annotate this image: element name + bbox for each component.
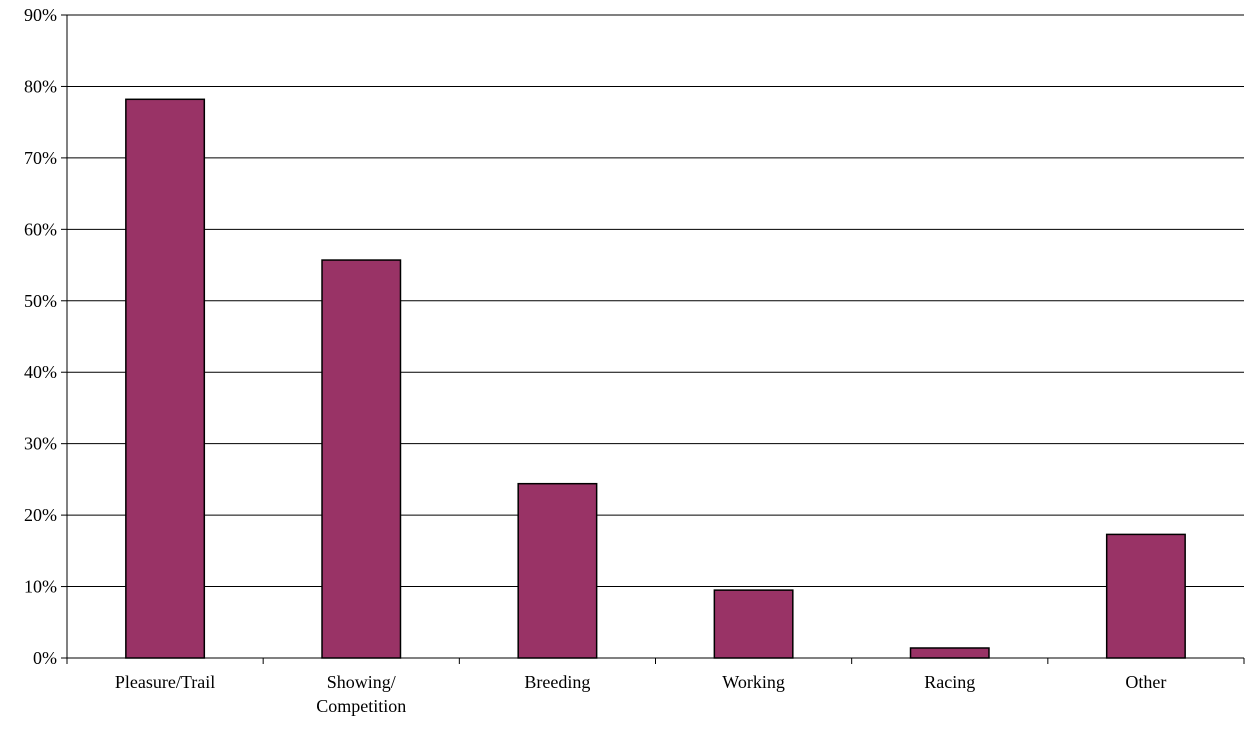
x-tick-label: Showing/Competition	[316, 672, 406, 716]
x-tick-label-line: Showing/	[327, 672, 396, 692]
x-tick-label: Other	[1125, 672, 1166, 692]
bar	[125, 98, 206, 659]
y-tick-label: 70%	[24, 148, 57, 168]
x-tick-label: Pleasure/Trail	[115, 672, 215, 692]
bar	[321, 259, 402, 659]
y-tick-label: 40%	[24, 362, 57, 382]
x-tick-label-line: Racing	[924, 672, 975, 692]
axes	[61, 14, 1245, 664]
x-tick-labels: Pleasure/Trail Showing/Competition Breedin…	[115, 672, 1166, 716]
y-tick-label: 0%	[33, 648, 57, 668]
bar	[909, 647, 990, 659]
x-tick-label-line: Breeding	[524, 672, 590, 692]
y-tick-label: 20%	[24, 505, 57, 525]
x-tick-label-line: Competition	[316, 696, 406, 716]
bar	[1105, 533, 1186, 659]
x-tick-label-line: Working	[722, 672, 785, 692]
x-tick-label: Racing	[924, 672, 975, 692]
bars	[125, 98, 1186, 659]
x-tick-label-line: Other	[1125, 672, 1166, 692]
y-tick-label: 10%	[24, 577, 57, 597]
y-tick-labels: 0% 10% 20% 30% 40% 50% 60% 70% 80% 90%	[24, 5, 57, 668]
y-tick-label: 80%	[24, 76, 57, 96]
x-tick-label: Breeding	[524, 672, 590, 692]
y-tick-label: 50%	[24, 291, 57, 311]
y-tick-label: 60%	[24, 219, 57, 239]
x-tick-label-line: Pleasure/Trail	[115, 672, 215, 692]
y-tick-label: 90%	[24, 5, 57, 25]
x-tick-label: Working	[722, 672, 785, 692]
bar	[713, 589, 794, 659]
y-tick-label: 30%	[24, 434, 57, 454]
gridlines	[67, 14, 1244, 588]
bar	[517, 482, 598, 659]
